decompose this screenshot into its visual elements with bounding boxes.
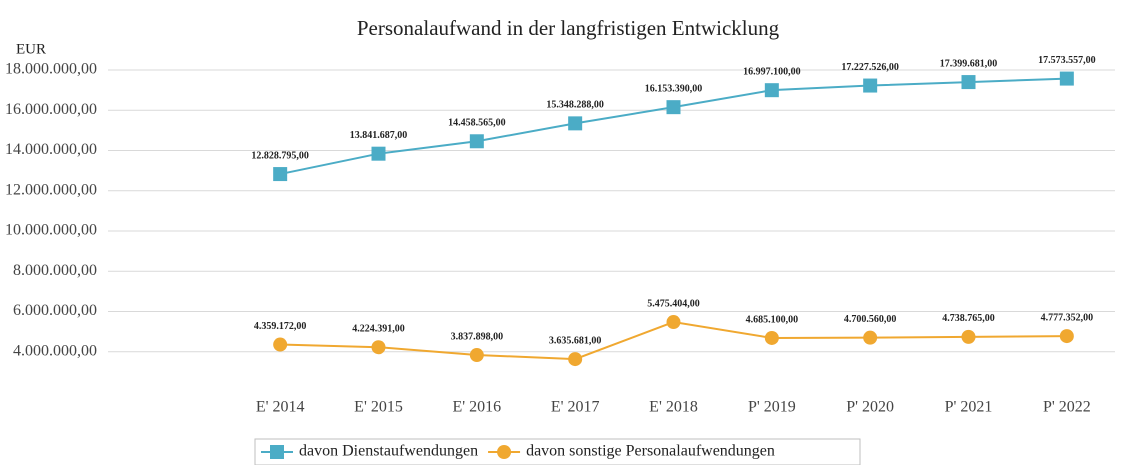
y-tick-label: 14.000.000,00 xyxy=(5,141,97,158)
data-point xyxy=(961,75,976,90)
data-label: 15.348.288,00 xyxy=(546,100,604,111)
data-point xyxy=(764,83,779,98)
legend-label: davon sonstige Personalaufwendungen xyxy=(526,443,775,460)
y-tick-label: 8.000.000,00 xyxy=(13,262,97,279)
legend-marker xyxy=(497,445,512,459)
data-point xyxy=(568,116,583,131)
data-label: 16.997.100,00 xyxy=(743,66,801,77)
data-point xyxy=(568,352,583,367)
x-tick-label: E' 2014 xyxy=(256,399,305,416)
y-tick-label: 18.000.000,00 xyxy=(5,61,97,78)
y-tick-label: 12.000.000,00 xyxy=(5,181,97,198)
x-tick-label: E' 2018 xyxy=(649,399,698,416)
x-tick-label: P' 2020 xyxy=(846,399,894,416)
data-label: 17.573.557,00 xyxy=(1038,55,1096,66)
data-point xyxy=(764,330,779,345)
data-point xyxy=(469,348,484,363)
data-label: 4.359.172,00 xyxy=(254,321,307,332)
y-tick-label: 16.000.000,00 xyxy=(5,101,97,118)
y-tick-label: 4.000.000,00 xyxy=(13,342,97,359)
data-point xyxy=(371,146,386,161)
data-label: 4.700.560,00 xyxy=(844,314,897,325)
legend-label: davon Dienstaufwendungen xyxy=(299,443,478,460)
data-point xyxy=(371,340,386,355)
data-label: 4.685.100,00 xyxy=(746,314,799,325)
data-point xyxy=(1059,329,1074,344)
data-point xyxy=(666,100,681,115)
legend-marker xyxy=(270,445,284,459)
data-point xyxy=(469,134,484,149)
data-point xyxy=(863,78,878,93)
data-label: 16.153.390,00 xyxy=(645,83,703,94)
data-label: 12.828.795,00 xyxy=(251,150,309,161)
data-point xyxy=(273,167,288,182)
data-label: 4.224.391,00 xyxy=(352,324,405,335)
legend-box xyxy=(254,438,861,465)
data-label: 3.837.898,00 xyxy=(451,331,504,342)
data-label: 14.458.565,00 xyxy=(448,118,506,129)
y-tick-label: 6.000.000,00 xyxy=(13,302,97,319)
x-tick-label: E' 2017 xyxy=(551,399,600,416)
data-point xyxy=(961,329,976,344)
data-label: 5.475.404,00 xyxy=(647,298,700,309)
data-label: 17.399.681,00 xyxy=(940,58,998,69)
data-label: 3.635.681,00 xyxy=(549,335,602,346)
chart-title: Personalaufwand in der langfristigen Ent… xyxy=(357,16,780,40)
data-point xyxy=(666,315,681,330)
y-axis-label: EUR xyxy=(16,41,46,57)
x-tick-label: E' 2015 xyxy=(354,399,403,416)
x-tick-label: P' 2021 xyxy=(945,399,993,416)
y-tick-label: 10.000.000,00 xyxy=(5,222,97,239)
data-point xyxy=(863,330,878,345)
data-point xyxy=(273,337,288,352)
data-label: 13.841.687,00 xyxy=(350,130,408,141)
x-tick-label: E' 2016 xyxy=(453,399,502,416)
x-tick-label: P' 2022 xyxy=(1043,399,1091,416)
x-tick-label: P' 2019 xyxy=(748,399,796,416)
data-point xyxy=(1059,71,1074,86)
data-label: 4.738.765,00 xyxy=(942,313,995,324)
data-label: 17.227.526,00 xyxy=(841,62,899,73)
data-label: 4.777.352,00 xyxy=(1041,312,1094,323)
